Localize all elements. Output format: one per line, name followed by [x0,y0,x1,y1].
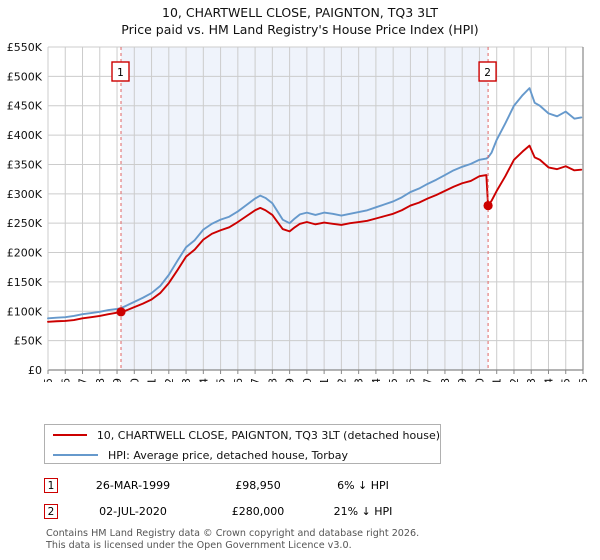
x-axis-tick-label: 2023 [525,378,538,382]
x-axis-tick-label: 2000 [128,378,141,382]
x-axis-tick-label: 2020 [473,378,486,382]
chart-svg: £0 £50K £100K £150K £200K £250K £300K £350K £400… [7,42,590,382]
x-axis-tick-label: 2007 [249,378,262,382]
x-axis-tick-label: 2010 [301,378,314,382]
x-axis-tick-label: 2008 [266,378,279,382]
hpi-line [47,87,583,320]
x-axis-tick-label: 2017 [422,378,435,382]
table-row: 2 02-JUL-2020 £280,000 21% ↓ HPI [44,498,564,524]
y-axis-tick-label: £400K [7,129,43,142]
x-axis-tick-label: 2002 [163,378,176,382]
transaction-date-2: 02-JUL-2020 [99,504,167,518]
ownership-span-shading [121,47,489,370]
x-axis-tick-label: 2025 [560,378,573,382]
legend-label-price-paid: 10, CHARTWELL CLOSE, PAIGNTON, TQ3 3LT (… [96,428,440,442]
x-axis-tick-label: 2003 [180,378,193,382]
transaction-marker-box[interactable] [478,61,497,82]
legend-item-price-paid: 10, CHARTWELL CLOSE, PAIGNTON, TQ3 3LT (… [45,425,440,445]
x-axis-tick-label: 2005 [215,378,228,382]
y-axis-tick-label: £150K [7,276,43,289]
x-axis-tick-label: 2016 [404,378,417,382]
x-axis-tick-label: 2006 [232,378,245,382]
x-axis-tick-label: 1997 [77,378,90,382]
x-axis-tick-label: 2004 [197,378,210,382]
x-axis-tick-label: 2013 [353,378,366,382]
legend-swatch-hpi [53,454,98,456]
transaction-point[interactable] [483,200,493,211]
y-axis-tick-label: £100K [7,305,43,318]
y-axis-tick-label: £550K [7,42,43,54]
footer-line-2: This data is licensed under the Open Gov… [46,539,352,551]
price-history-chart: £0 £50K £100K £150K £200K £250K £300K £350K £400… [0,42,600,382]
transaction-table: 1 26-MAR-1999 £98,950 6% ↓ HPI 2 02-JUL-… [44,472,564,524]
x-axis-tick-label: 2009 [284,378,297,382]
transaction-marker-number: 1 [117,67,124,79]
y-axis-tick-label: £300K [7,188,43,201]
y-axis-tick-label: £0 [28,364,42,377]
price-paid-line [47,144,583,323]
title-line-2: Price paid vs. HM Land Registry's House … [121,22,479,37]
x-axis-tick-label: 2018 [439,378,452,382]
y-axis-tick-label: £200K [7,247,43,260]
title-line-1: 10, CHARTWELL CLOSE, PAIGNTON, TQ3 3LT [162,5,438,20]
legend-label-hpi: HPI: Average price, detached house, Torb… [108,448,348,462]
x-axis-tick-label: 2021 [491,378,504,382]
legend-item-hpi: HPI: Average price, detached house, Torb… [45,445,440,465]
chart-legend: 10, CHARTWELL CLOSE, PAIGNTON, TQ3 3LT (… [44,424,441,464]
footer-line-1: Contains HM Land Registry data © Crown c… [46,528,420,539]
y-axis-tick-label: £500K [7,70,43,83]
x-axis-tick-label: 2022 [508,378,521,382]
y-axis-tick-label: £250K [7,217,43,230]
transaction-badge-2: 2 [44,503,58,519]
transaction-delta-2: 21% ↓ HPI [333,504,393,518]
transaction-price-2: £280,000 [231,504,285,518]
x-axis-tick-label: 1998 [94,378,107,382]
y-axis-tick-label: £50K [14,335,43,348]
x-axis-tick-label: 2024 [542,378,555,382]
x-axis-tick-label: 1999 [111,378,124,382]
transaction-badge-1: 1 [44,477,58,493]
table-row: 1 26-MAR-1999 £98,950 6% ↓ HPI [44,472,564,498]
x-axis-tick-label: 2012 [335,378,348,382]
y-axis-tick-label: £350K [7,158,43,171]
transaction-point[interactable] [116,307,126,317]
x-axis-tick-label: 2015 [387,378,400,382]
transaction-delta-1: 6% ↓ HPI [337,478,389,492]
legend-swatch-price-paid [53,434,87,436]
transaction-date-1: 26-MAR-1999 [95,478,171,492]
x-axis-tick-label: 2026 [577,378,590,382]
y-axis-tick-label: £450K [7,100,43,113]
transaction-marker-number: 2 [484,67,491,79]
x-axis-tick-label: 2014 [370,378,383,382]
x-axis-tick-label: 2011 [318,378,331,382]
transaction-price-1: £98,950 [235,478,281,492]
transaction-marker-box[interactable] [111,61,130,82]
x-axis-tick-label: 2019 [456,378,469,382]
x-axis-tick-label: 1996 [59,378,72,382]
footer-attribution: Contains HM Land Registry data © Crown c… [46,528,586,551]
x-axis-tick-label: 1995 [42,378,55,382]
page-title: 10, CHARTWELL CLOSE, PAIGNTON, TQ3 3LT P… [0,4,600,38]
x-axis-tick-label: 2001 [146,378,159,382]
